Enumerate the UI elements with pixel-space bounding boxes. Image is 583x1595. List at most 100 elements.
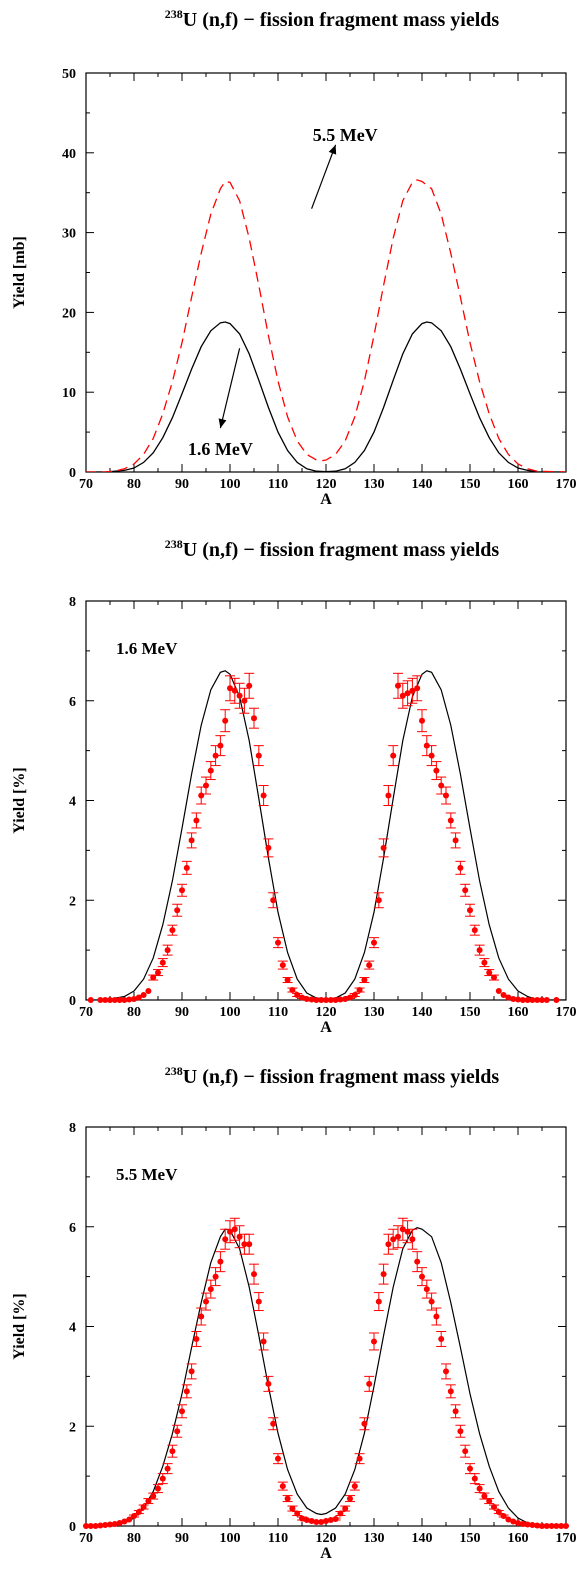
x-tick-label: 150 [460, 477, 481, 492]
data-point [457, 1428, 463, 1434]
data-point [390, 753, 396, 759]
data-point [193, 1336, 199, 1342]
y-tick-label: 4 [69, 1321, 76, 1336]
data-point [481, 960, 487, 966]
x-tick-label: 110 [268, 477, 288, 492]
data-point [361, 1421, 367, 1427]
data-point [544, 997, 550, 1003]
y-tick-label: 2 [69, 1420, 76, 1435]
x-axis-label: A [320, 1019, 332, 1036]
y-tick-label: 6 [69, 1221, 76, 1236]
data-point [376, 1299, 382, 1305]
data-point [448, 1388, 454, 1394]
y-tick-label: 8 [69, 595, 76, 610]
data-point [453, 837, 459, 843]
data-point [193, 817, 199, 823]
chart-title: 238U (n,f) − fission fragment mass yield… [165, 537, 500, 561]
x-tick-label: 130 [364, 1531, 385, 1546]
data-point [376, 897, 382, 903]
data-point [265, 1381, 271, 1387]
data-point [409, 1236, 415, 1242]
data-point [232, 1226, 238, 1232]
data-point [429, 1299, 435, 1305]
data-point [448, 817, 454, 823]
data-point [563, 1523, 569, 1529]
data-point [438, 1336, 444, 1342]
y-tick-label: 6 [69, 695, 76, 710]
x-tick-label: 170 [556, 1005, 577, 1020]
data-point [141, 1504, 147, 1510]
annotation-arrow-line [220, 348, 239, 428]
data-point [160, 960, 166, 966]
data-point [357, 987, 363, 993]
data-point [433, 768, 439, 774]
annotation-arrow-head [219, 418, 227, 428]
x-tick-label: 140 [412, 1531, 433, 1546]
title-text: U (n,f) − fission fragment mass yields [183, 539, 500, 561]
data-point [189, 837, 195, 843]
data-point [208, 768, 214, 774]
data-point [136, 1509, 142, 1515]
data-point [381, 845, 387, 851]
y-axis-label: Yield [%] [11, 767, 28, 834]
data-point [169, 927, 175, 933]
chart-3: 238U (n,f) − fission fragment mass yield… [11, 1064, 577, 1562]
title-text: U (n,f) − fission fragment mass yields [183, 9, 500, 31]
data-point [491, 1504, 497, 1510]
data-point [265, 845, 271, 851]
x-tick-label: 90 [175, 1005, 189, 1020]
x-tick-label: 130 [364, 1005, 385, 1020]
y-tick-label: 20 [62, 306, 76, 321]
data-point [553, 997, 559, 1003]
data-point [414, 685, 420, 691]
data-point [472, 927, 478, 933]
y-tick-label: 0 [69, 466, 76, 481]
data-point [246, 1241, 252, 1247]
data-point [414, 1259, 420, 1265]
y-tick-label: 0 [69, 1520, 76, 1535]
data-point [289, 1506, 295, 1512]
x-tick-label: 130 [364, 477, 385, 492]
data-point [256, 753, 262, 759]
y-tick-label: 50 [62, 67, 76, 82]
chart-title: 238U (n,f) − fission fragment mass yield… [165, 7, 500, 31]
data-point [491, 975, 497, 981]
data-point [438, 783, 444, 789]
x-axis-label: A [320, 491, 332, 508]
data-point [424, 1286, 430, 1292]
title-superscript: 238 [165, 7, 183, 21]
x-axis-label: A [320, 1545, 332, 1562]
y-tick-label: 10 [62, 386, 76, 401]
data-point [472, 1476, 478, 1482]
data-point [352, 1483, 358, 1489]
data-point [189, 1368, 195, 1374]
x-tick-label: 150 [460, 1005, 481, 1020]
data-point [203, 1299, 209, 1305]
annotation-label: 1.6 MeV [188, 439, 253, 459]
x-tick-label: 80 [127, 477, 141, 492]
data-point [237, 693, 243, 699]
data-point [419, 718, 425, 724]
data-point [357, 1456, 363, 1462]
data-point [213, 1274, 219, 1280]
data-point [270, 1421, 276, 1427]
energy-label: 1.6 MeV [116, 639, 178, 658]
x-tick-label: 70 [79, 1531, 93, 1546]
x-tick-label: 110 [268, 1531, 288, 1546]
title-superscript: 238 [165, 1064, 183, 1078]
x-tick-label: 120 [316, 477, 337, 492]
series-line-1-6-mev [86, 322, 566, 472]
data-point [280, 962, 286, 968]
data-point [381, 1271, 387, 1277]
data-point [333, 1516, 339, 1522]
data-point [179, 1408, 185, 1414]
data-point [352, 992, 358, 998]
data-point [251, 1271, 257, 1277]
energy-label: 5.5 MeV [116, 1165, 178, 1184]
y-tick-label: 0 [69, 994, 76, 1009]
data-point [184, 865, 190, 871]
x-tick-label: 170 [556, 477, 577, 492]
data-point [275, 940, 281, 946]
data-point [462, 1448, 468, 1454]
data-point [342, 1506, 348, 1512]
